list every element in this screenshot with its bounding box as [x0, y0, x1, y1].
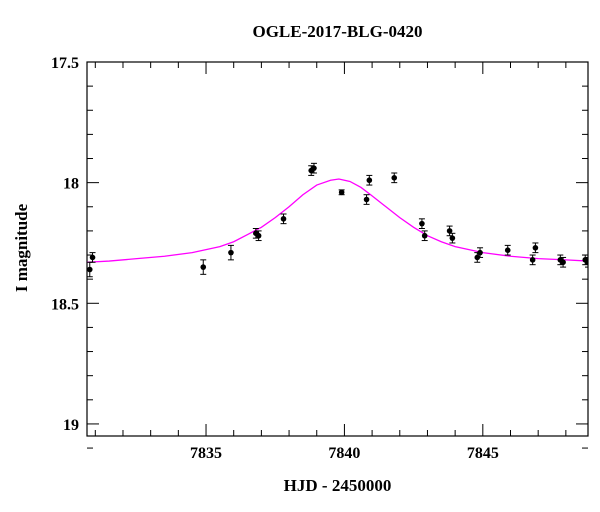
- x-tick-label: 7835: [190, 445, 222, 462]
- y-axis-label: I magnitude: [12, 203, 31, 293]
- chart-title: OGLE-2017-BLG-0420: [252, 22, 423, 41]
- data-point: [449, 235, 456, 241]
- data-point: [391, 175, 398, 181]
- model-curve: [87, 178, 588, 263]
- data-point: [366, 177, 373, 184]
- data-point: [280, 216, 287, 222]
- x-axis-label: HJD - 2450000: [283, 476, 392, 495]
- plot-content: [87, 162, 588, 278]
- plot-frame: [86, 61, 589, 437]
- data-point: [338, 189, 345, 196]
- data-point: [228, 249, 234, 256]
- y-tick-label: 18: [63, 176, 79, 193]
- data-point: [200, 264, 207, 270]
- y-tick-label: 19: [63, 417, 79, 434]
- data-point: [446, 228, 453, 234]
- data-point: [421, 232, 428, 239]
- data-point: [311, 165, 317, 171]
- data-point: [529, 257, 536, 263]
- data-point: [585, 259, 588, 266]
- data-point: [504, 247, 511, 254]
- data-point: [363, 196, 370, 203]
- x-tick-label: 7845: [467, 445, 499, 462]
- data-point: [419, 220, 425, 227]
- data-point: [255, 232, 262, 239]
- data-point: [560, 259, 566, 266]
- data-point: [532, 244, 539, 251]
- data-point: [477, 249, 483, 256]
- y-tick-label: 17.5: [51, 55, 79, 72]
- data-point: [87, 266, 93, 273]
- y-tick-label: 18.5: [51, 296, 79, 313]
- data-point: [89, 254, 96, 261]
- x-tick-label: 7840: [328, 445, 360, 462]
